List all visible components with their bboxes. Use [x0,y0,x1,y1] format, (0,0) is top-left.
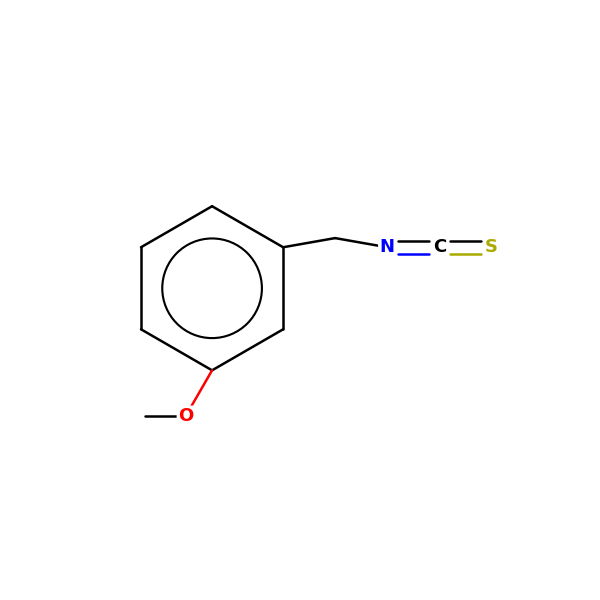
Text: N: N [380,238,395,256]
Text: C: C [433,238,446,256]
Text: O: O [178,407,193,425]
Text: S: S [485,238,498,256]
